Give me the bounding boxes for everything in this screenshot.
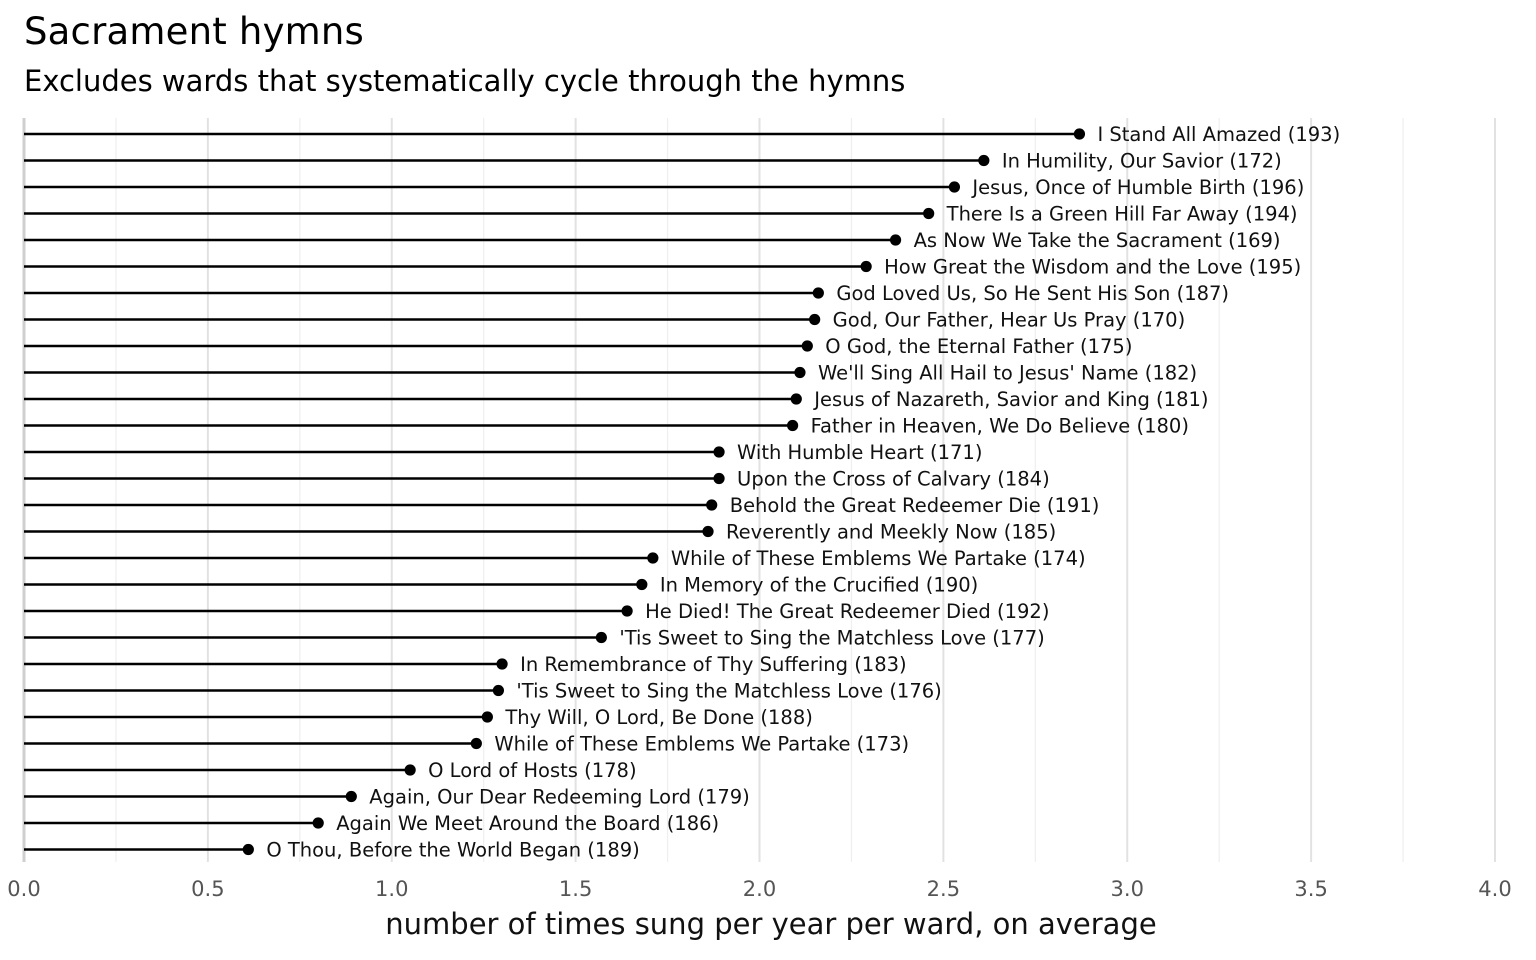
lollipop-point bbox=[812, 287, 824, 299]
x-tick-label: 4.0 bbox=[1478, 877, 1511, 901]
x-tick-label: 3.5 bbox=[1294, 877, 1327, 901]
hymn-label: Reverently and Meekly Now (185) bbox=[726, 521, 1056, 544]
hymn-label: Jesus of Nazareth, Savior and King (181) bbox=[812, 388, 1208, 411]
hymn-label: God, Our Father, Hear Us Pray (170) bbox=[833, 309, 1186, 332]
hymn-label: While of These Emblems We Partake (173) bbox=[494, 733, 909, 756]
lollipop-point bbox=[492, 684, 504, 697]
lollipop-point bbox=[242, 843, 254, 856]
lollipop-point bbox=[889, 234, 902, 246]
chart-title: Sacrament hymns bbox=[24, 10, 365, 53]
hymn-label: O Lord of Hosts (178) bbox=[428, 759, 636, 782]
hymn-label: While of These Emblems We Partake (174) bbox=[671, 547, 1086, 570]
lollipop-point bbox=[621, 605, 633, 617]
x-tick-label: 1.5 bbox=[559, 877, 592, 901]
hymn-label: How Great the Wisdom and the Love (195) bbox=[884, 256, 1301, 279]
x-tick-label: 0.5 bbox=[191, 877, 224, 901]
lollipop-point bbox=[481, 711, 493, 723]
hymn-label: 'Tis Sweet to Sing the Matchless Love (1… bbox=[619, 627, 1044, 650]
x-tick-label: 2.5 bbox=[927, 877, 960, 901]
hymn-label: Behold the Great Redeemer Die (191) bbox=[730, 494, 1100, 517]
hymn-label: Again, Our Dear Redeeming Lord (179) bbox=[369, 786, 749, 809]
lollipop-point bbox=[404, 764, 416, 776]
hymn-label: We'll Sing All Hail to Jesus' Name (182) bbox=[818, 362, 1197, 385]
lollipop-point bbox=[794, 366, 806, 379]
x-tick-label: 2.0 bbox=[743, 877, 776, 901]
hymn-label: 'Tis Sweet to Sing the Matchless Love (1… bbox=[516, 680, 941, 703]
hymn-label: He Died! The Great Redeemer Died (192) bbox=[645, 600, 1049, 623]
hymn-label: There Is a Green Hill Far Away (194) bbox=[946, 203, 1298, 226]
hymn-label: In Memory of the Crucified (190) bbox=[660, 574, 978, 597]
x-tick-label: 0.0 bbox=[7, 877, 40, 901]
hymn-label: O Thou, Before the World Began (189) bbox=[266, 839, 639, 862]
hymn-label: In Humility, Our Savior (172) bbox=[1002, 150, 1282, 173]
hymn-label: O God, the Eternal Father (175) bbox=[825, 335, 1132, 358]
lollipop-point bbox=[647, 552, 659, 564]
hymn-label: In Remembrance of Thy Suffering (183) bbox=[520, 653, 907, 676]
hymn-label: God Loved Us, So He Sent His Son (187) bbox=[836, 282, 1229, 305]
chart-subtitle: Excludes wards that systematically cycle… bbox=[24, 64, 906, 98]
hymn-label: Jesus, Once of Humble Birth (196) bbox=[970, 176, 1304, 199]
lollipop-point bbox=[713, 472, 725, 485]
label-layer: I Stand All Amazed (193) In Humility, Our… bbox=[266, 123, 1340, 862]
lollipop-point bbox=[860, 260, 872, 273]
x-tick-label: 3.0 bbox=[1111, 877, 1144, 901]
hymn-label: Thy Will, O Lord, Be Done (188) bbox=[504, 706, 812, 729]
lollipop-point bbox=[595, 631, 607, 644]
hymn-label: Again We Meet Around the Board (186) bbox=[336, 812, 719, 835]
lollipop-point bbox=[706, 499, 718, 511]
lollipop-point bbox=[312, 817, 324, 829]
lollipop-point bbox=[345, 790, 357, 803]
lollipop-point bbox=[790, 393, 802, 405]
hymn-label: With Humble Heart (171) bbox=[737, 441, 982, 464]
lollipop-point bbox=[713, 446, 725, 458]
lollipop-point bbox=[786, 419, 799, 432]
x-tick-label: 1.0 bbox=[375, 877, 408, 901]
lollipop-point bbox=[978, 154, 990, 167]
lollipop-point bbox=[496, 658, 508, 670]
lollipop-point bbox=[948, 181, 961, 193]
hymn-label: I Stand All Amazed (193) bbox=[1097, 123, 1340, 146]
mark-layer bbox=[24, 128, 1086, 856]
hymn-label: Upon the Cross of Calvary (184) bbox=[737, 468, 1050, 491]
lollipop-point bbox=[636, 578, 648, 591]
lollipop-point bbox=[809, 313, 821, 326]
hymn-label: As Now We Take the Sacrament (169) bbox=[914, 229, 1281, 252]
lollipop-point bbox=[923, 207, 935, 220]
x-axis-ticks: 0.0 0.5 1.0 1.5 2.0 2.5 3.0 3.5 4.0 bbox=[7, 877, 1511, 901]
x-axis-title: number of times sung per year per ward, … bbox=[385, 907, 1156, 941]
lollipop-point bbox=[801, 340, 813, 352]
grid-layer bbox=[22, 118, 1496, 862]
lollipop-point bbox=[1073, 128, 1086, 140]
lollipop-point bbox=[702, 525, 714, 538]
hymn-label: Father in Heaven, We Do Believe (180) bbox=[811, 415, 1189, 438]
lollipop-point bbox=[470, 737, 482, 750]
